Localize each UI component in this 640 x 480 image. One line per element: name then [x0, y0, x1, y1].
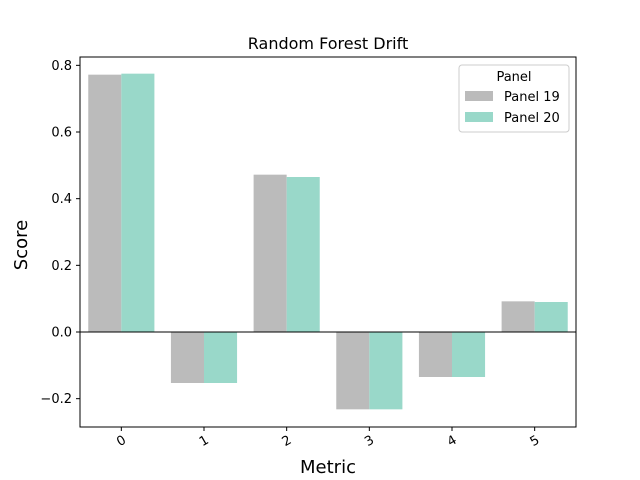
bar-panel-19-metric-2	[253, 174, 287, 332]
legend-title: Panel	[496, 70, 531, 85]
bars-group	[88, 73, 568, 410]
bar-panel-20-metric-4	[452, 332, 486, 377]
y-axis-title: Score	[11, 220, 32, 270]
bar-panel-20-metric-0	[121, 73, 155, 333]
y-tick-label: 0.4	[51, 192, 72, 207]
plot-frame	[79, 56, 577, 428]
bar-panel-20-metric-5	[534, 302, 568, 332]
legend-label-panel-20: Panel 20	[504, 111, 560, 126]
y-tick-label: −0.2	[40, 392, 72, 407]
bar-panel-19-metric-5	[501, 301, 535, 332]
y-tick-label: 0.0	[51, 326, 72, 341]
legend-swatch-panel-19	[465, 91, 493, 101]
legend-label-panel-19: Panel 19	[504, 90, 560, 105]
x-tick-label: 3	[362, 433, 377, 450]
x-axis-ticks: 0 1 2 3 4 5	[114, 427, 542, 450]
x-axis-title: Metric	[300, 457, 356, 478]
legend: Panel Panel 19 Panel 20	[458, 64, 570, 133]
chart-title: Random Forest Drift	[248, 34, 408, 53]
y-tick-label: 0.8	[51, 59, 72, 74]
bar-panel-20-metric-3	[369, 332, 403, 410]
bar-panel-19-metric-0	[88, 74, 122, 333]
bar-panel-19-metric-1	[170, 332, 204, 383]
bar-panel-19-metric-4	[418, 332, 452, 377]
x-tick-label: 2	[280, 433, 295, 450]
legend-swatch-panel-20	[465, 112, 493, 122]
y-tick-label: 0.2	[51, 259, 72, 274]
bar-panel-19-metric-3	[336, 332, 370, 410]
y-tick-label: 0.6	[51, 126, 72, 141]
bar-panel-20-metric-2	[286, 177, 320, 332]
x-tick-label: 4	[445, 433, 460, 450]
y-axis-ticks: −0.2 0.0 0.2 0.4 0.6 0.8	[40, 59, 80, 407]
x-tick-label: 5	[528, 433, 543, 450]
x-tick-label: 1	[197, 433, 212, 450]
x-tick-label: 0	[114, 433, 129, 450]
bar-panel-20-metric-1	[204, 332, 238, 383]
